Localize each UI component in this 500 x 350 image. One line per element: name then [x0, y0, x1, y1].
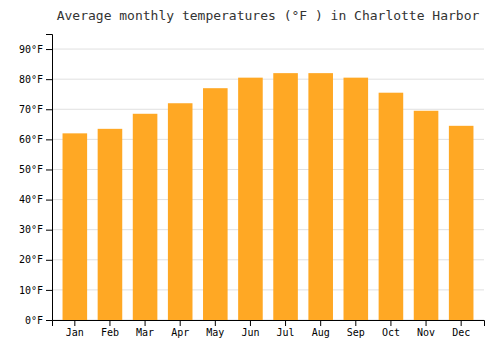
x-tick-label: Jul	[277, 327, 295, 338]
x-tick: May	[206, 320, 224, 338]
y-tick: 10°F	[19, 285, 52, 296]
x-tick-mark	[74, 320, 75, 326]
y-axis: 0°F 10°F 20°F 30°F 40°F 50°F 60°F 70°F 80°F 90°F	[19, 35, 53, 326]
y-tick: 80°F	[19, 74, 52, 85]
y-tick-label: 10°F	[19, 285, 43, 296]
bar	[449, 126, 474, 320]
y-tick-mark	[46, 139, 52, 140]
bar	[379, 93, 404, 320]
y-tick-mark	[46, 320, 52, 321]
grid	[52, 49, 484, 320]
y-axis-line	[46, 35, 53, 321]
y-tick: 90°F	[19, 44, 52, 55]
x-tick-label: Mar	[136, 327, 154, 338]
y-tick-label: 30°F	[19, 224, 43, 235]
x-tick: Feb	[101, 320, 119, 338]
x-axis: Jan Feb Mar Apr May Jun Jul Aug Sep Oct Nov Dec	[53, 320, 485, 338]
x-tick-label: Jun	[241, 327, 259, 338]
x-tick-label: Aug	[312, 327, 330, 338]
grid-line	[52, 49, 484, 50]
y-tick: 0°F	[25, 315, 52, 326]
y-tick-mark	[46, 169, 52, 170]
y-tick-mark	[46, 260, 52, 261]
y-tick: 60°F	[19, 134, 52, 145]
x-tick-mark	[355, 320, 356, 326]
x-tick-mark	[250, 320, 251, 326]
x-tick: Apr	[171, 320, 189, 338]
y-tick-label: 50°F	[19, 164, 43, 175]
bar	[168, 103, 193, 320]
y-tick-mark	[46, 49, 52, 50]
grid-line	[52, 79, 484, 80]
title: Average monthly temperatures (°F ) in Ch…	[57, 8, 480, 23]
x-tick-mark	[109, 320, 110, 326]
chart: Jan Feb Mar Apr May Jun Jul Aug Sep Oct Nov Dec 0°F 1…	[0, 0, 500, 350]
y-tick-mark	[46, 200, 52, 201]
y-tick: 40°F	[19, 194, 52, 205]
bar	[98, 129, 123, 320]
y-tick-label: 70°F	[19, 104, 43, 115]
x-tick: Jun	[241, 320, 259, 338]
x-tick-label: May	[206, 327, 224, 338]
bar	[414, 111, 439, 320]
x-tick: Nov	[417, 320, 435, 338]
x-tick-label: Jan	[66, 327, 84, 338]
x-tick-label: Nov	[417, 327, 435, 338]
y-tick-label: 60°F	[19, 134, 43, 145]
y-tick: 50°F	[19, 164, 52, 175]
x-tick: Jul	[277, 320, 295, 338]
x-tick-mark	[426, 320, 427, 326]
y-tick-label: 80°F	[19, 74, 43, 85]
y-tick: 20°F	[19, 254, 52, 265]
y-tick-label: 20°F	[19, 254, 43, 265]
x-tick-label: Oct	[382, 327, 400, 338]
y-tick-mark	[46, 290, 52, 291]
y-tick-label: 0°F	[25, 315, 43, 326]
x-axis-line	[53, 321, 485, 327]
x-tick: Oct	[382, 320, 400, 338]
x-tick-mark	[180, 320, 181, 326]
x-tick-mark	[461, 320, 462, 326]
y-tick-label: 40°F	[19, 194, 43, 205]
x-tick: Dec	[452, 320, 470, 338]
plot-area	[63, 73, 474, 320]
x-tick-mark	[285, 320, 286, 326]
x-tick: Jan	[66, 320, 84, 338]
y-tick-mark	[46, 79, 52, 80]
bar	[273, 73, 298, 320]
x-tick-label: Apr	[171, 327, 189, 338]
x-tick-label: Dec	[452, 327, 470, 338]
x-tick-mark	[390, 320, 391, 326]
y-tick-mark	[46, 109, 52, 110]
bar	[133, 114, 158, 320]
bar	[308, 73, 333, 320]
bar	[344, 78, 369, 320]
y-tick: 30°F	[19, 224, 52, 235]
x-tick-label: Feb	[101, 327, 119, 338]
y-tick: 70°F	[19, 104, 52, 115]
x-tick: Sep	[347, 320, 365, 338]
bar	[63, 133, 88, 320]
bar	[238, 78, 263, 320]
y-tick-mark	[46, 230, 52, 231]
x-tick-mark	[320, 320, 321, 326]
x-tick-label: Sep	[347, 327, 365, 338]
x-tick-mark	[215, 320, 216, 326]
x-tick: Aug	[312, 320, 330, 338]
bar	[203, 88, 228, 320]
x-tick: Mar	[136, 320, 154, 338]
x-tick-mark	[145, 320, 146, 326]
grid-line	[52, 109, 484, 110]
y-tick-label: 90°F	[19, 44, 43, 55]
